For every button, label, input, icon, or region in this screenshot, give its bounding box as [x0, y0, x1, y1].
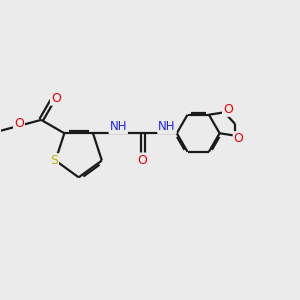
Text: NH: NH — [110, 120, 127, 133]
Text: O: O — [223, 103, 233, 116]
Text: S: S — [50, 154, 58, 167]
Text: O: O — [14, 117, 24, 130]
Text: NH: NH — [158, 120, 176, 133]
Text: O: O — [234, 132, 244, 145]
Text: O: O — [51, 92, 61, 105]
Text: O: O — [138, 154, 148, 166]
